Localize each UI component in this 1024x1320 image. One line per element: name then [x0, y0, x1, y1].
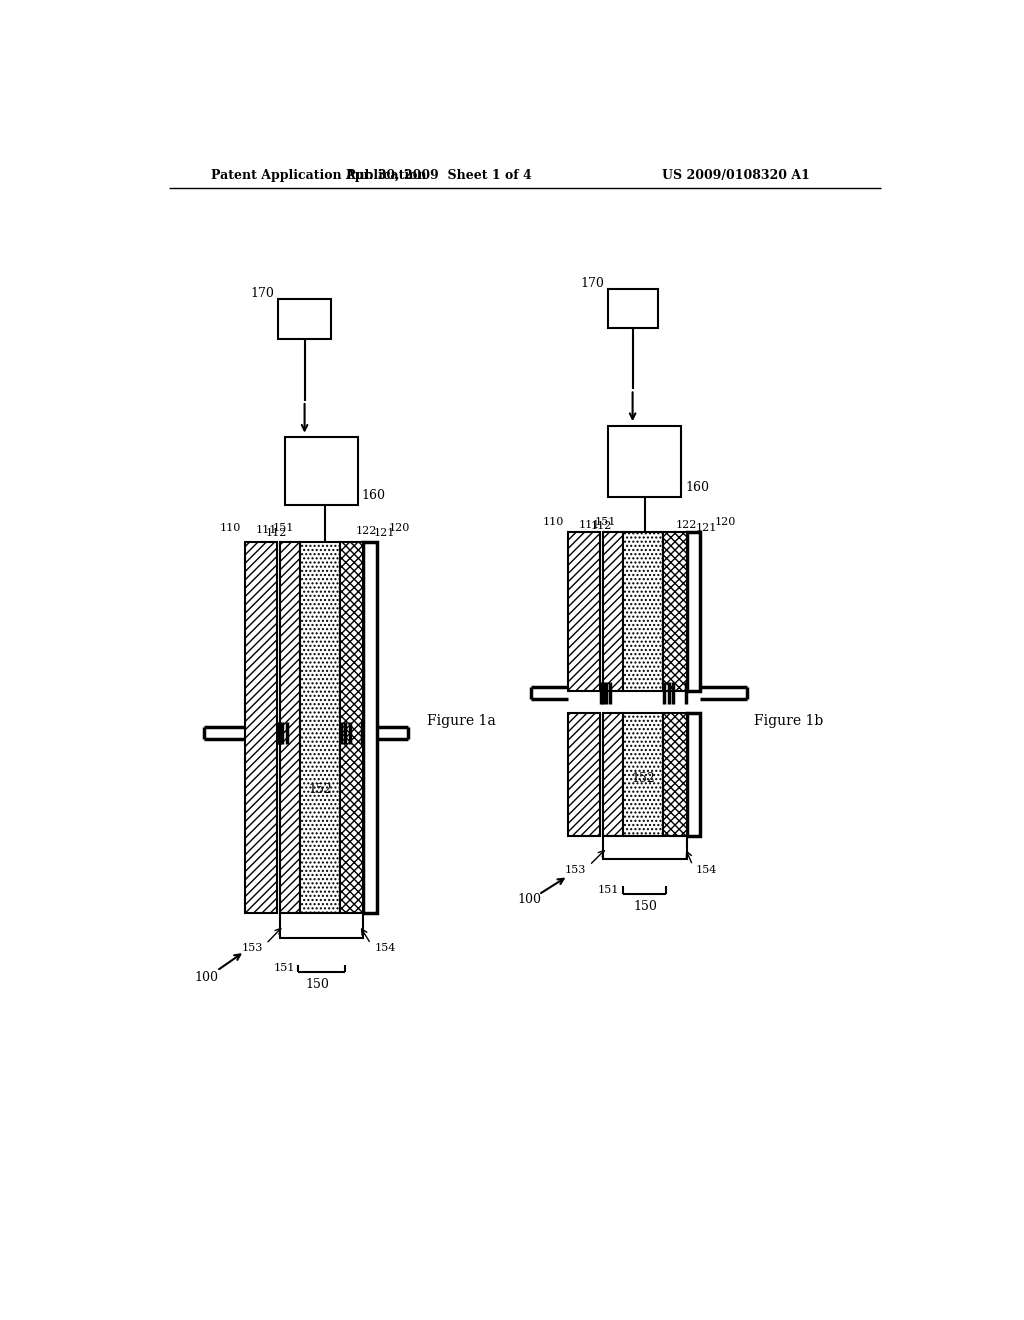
- Text: 100: 100: [517, 894, 542, 907]
- Text: 112: 112: [591, 521, 612, 532]
- Bar: [603, 713, 624, 836]
- Bar: [300, 543, 340, 913]
- Bar: [245, 543, 276, 913]
- Text: 120: 120: [388, 523, 410, 533]
- Text: 111: 111: [255, 525, 276, 536]
- Text: 151: 151: [273, 964, 295, 973]
- Text: Apr. 30, 2009  Sheet 1 of 4: Apr. 30, 2009 Sheet 1 of 4: [345, 169, 531, 182]
- Bar: [364, 543, 377, 913]
- Text: 170: 170: [251, 286, 274, 300]
- Text: 150: 150: [306, 978, 330, 991]
- Text: 110: 110: [219, 523, 241, 533]
- Text: 160: 160: [685, 482, 709, 495]
- Bar: [340, 543, 364, 913]
- Text: 152: 152: [308, 783, 332, 796]
- Text: 160: 160: [361, 490, 386, 502]
- Text: 122: 122: [676, 520, 697, 529]
- Bar: [279, 300, 331, 339]
- Text: 151: 151: [598, 884, 620, 895]
- Bar: [624, 532, 664, 692]
- Text: 153: 153: [242, 944, 263, 953]
- Bar: [603, 836, 686, 859]
- Text: 151: 151: [595, 517, 616, 527]
- Bar: [280, 543, 300, 913]
- Text: 112: 112: [266, 528, 288, 537]
- Text: 153: 153: [565, 865, 587, 875]
- Bar: [686, 532, 700, 692]
- Bar: [285, 437, 357, 506]
- Text: 121: 121: [695, 523, 717, 533]
- Bar: [568, 532, 600, 692]
- Text: Figure 1b: Figure 1b: [755, 714, 823, 727]
- Text: 154: 154: [375, 944, 396, 953]
- Bar: [664, 532, 686, 692]
- Text: 154: 154: [695, 865, 717, 875]
- Text: US 2009/0108320 A1: US 2009/0108320 A1: [662, 169, 810, 182]
- Bar: [280, 913, 364, 937]
- Text: Patent Application Publication: Patent Application Publication: [211, 169, 427, 182]
- Text: 121: 121: [374, 528, 395, 539]
- Bar: [624, 713, 664, 836]
- Text: 122: 122: [355, 527, 377, 536]
- Text: 150: 150: [633, 899, 656, 912]
- Bar: [686, 713, 700, 836]
- Text: Figure 1a: Figure 1a: [427, 714, 496, 727]
- Text: 120: 120: [714, 517, 735, 527]
- Text: 110: 110: [543, 517, 564, 527]
- Bar: [568, 713, 600, 836]
- Text: 152: 152: [632, 772, 655, 785]
- Text: 151: 151: [272, 523, 294, 533]
- Text: 170: 170: [581, 277, 604, 289]
- Text: 111: 111: [579, 520, 600, 529]
- Bar: [608, 289, 658, 327]
- Bar: [664, 713, 686, 836]
- Bar: [608, 426, 681, 498]
- Text: 100: 100: [194, 972, 218, 985]
- Bar: [603, 532, 624, 692]
